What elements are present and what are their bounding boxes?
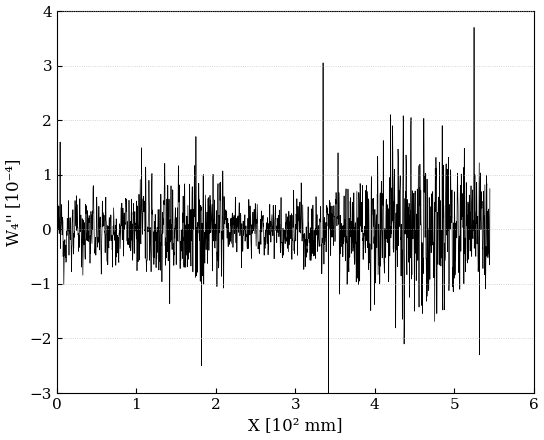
X-axis label: X [10² mm]: X [10² mm]	[248, 418, 343, 434]
Y-axis label: W₄'' [10⁻⁴]: W₄'' [10⁻⁴]	[5, 158, 22, 246]
